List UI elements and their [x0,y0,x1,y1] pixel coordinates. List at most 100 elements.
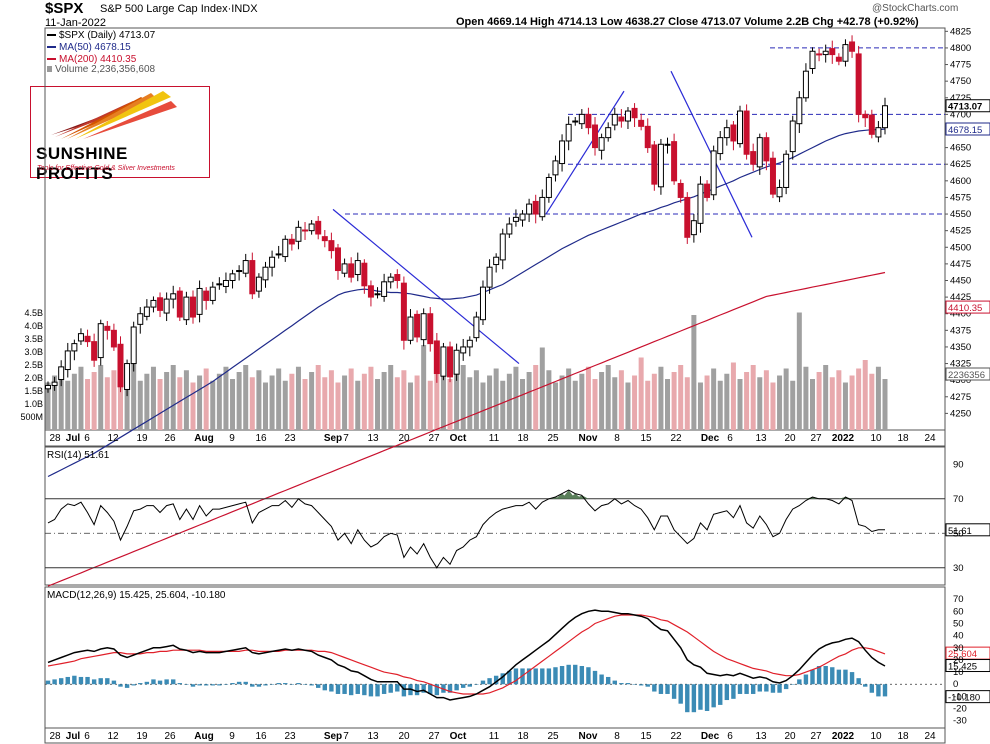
volume-bar [361,373,367,430]
macd-histogram-bar [724,684,730,701]
candle-body [723,127,730,139]
candle-body [526,203,533,215]
legend-ma50-label: MA(50) 4678.15 [59,42,131,53]
volume-bar [882,379,888,430]
macd-histogram-bar [559,666,565,685]
candle [196,280,203,323]
volume-value-label-box [945,367,990,381]
date-label: 6 [84,433,90,444]
macd-histogram-bar [718,684,723,705]
price-tick-label: 4425 [950,292,971,303]
volume-bar [65,380,71,430]
candle-body [809,50,816,70]
candle [130,321,137,372]
price-tick-label: 4350 [950,342,971,353]
candle-body [295,226,302,242]
volume-tick-label: 1.5B [24,386,43,396]
macd-histogram-bar [658,684,664,694]
date-label: 9 [229,731,235,742]
candle [97,319,104,366]
candle [321,229,328,248]
macd-tick-label: 20 [953,655,964,666]
candle-body [618,116,625,122]
macd-tick-label: 40 [953,631,964,642]
volume-bar [849,375,855,430]
legend-ma200-swatch [47,58,56,61]
date-label: 20 [784,433,796,444]
candle-body [414,313,421,338]
macd-histogram-bar [138,683,143,685]
support-resistance-lines [345,47,945,215]
candle [414,310,421,343]
date-label: Dec [701,433,720,444]
candle [334,243,341,280]
macd-histogram-bar [816,666,822,685]
macd-histogram-bar [731,684,736,699]
candle [611,107,618,131]
macd-histogram-bar [355,684,360,694]
close-label-box [945,99,990,113]
macd-histogram-bar [546,668,552,685]
volume-value-label: 2236356 [948,370,985,381]
candle-body [222,279,229,287]
volume-bar [836,370,842,430]
date-label: 6 [727,731,733,742]
candle [598,133,605,160]
candle-body [236,270,243,273]
candle-body [124,363,131,390]
rsi-value-label-box [945,523,990,537]
volume-bar [658,366,664,430]
macd-histogram-bar [480,680,486,685]
candle-body [730,124,737,142]
macd-histogram-bar [665,684,670,694]
volume-bar [480,382,486,430]
volume-bar [645,380,651,430]
volume-bar [810,379,816,430]
volume-bar [150,366,156,430]
macd-histogram-bar [454,684,459,691]
candle-body [816,53,823,56]
volume-bar [783,368,789,430]
candle-body [789,120,796,153]
date-label: 26 [164,731,176,742]
candle-body [479,286,486,321]
price-tick-label: 4725 [950,93,971,104]
candle [400,276,407,350]
candle-body [849,41,856,52]
volume-bar [717,380,723,430]
macd-histogram-bar [368,684,374,697]
macd-histogram-bar [757,684,762,692]
chart-date: 11-Jan-2022 [45,17,106,29]
date-label: 13 [755,731,767,742]
macd-histogram-bar [632,684,637,685]
candle [559,134,566,172]
volume-bar [612,377,618,430]
ma200-value-label: 4410.35 [948,303,982,314]
volume-bar [566,368,572,430]
volume-bar [875,366,881,430]
candle [137,307,144,334]
candle [671,133,678,185]
candle-body [45,384,51,390]
candle [565,116,572,151]
date-label: 16 [255,433,267,444]
candle [216,277,223,290]
candle [875,121,882,143]
candle [110,323,117,351]
macd-tick-label: -10 [953,691,967,702]
volume-bar [632,375,638,430]
date-label: 20 [398,433,410,444]
ma50-value-label: 4678.15 [948,125,982,136]
macd-histogram-bar [783,684,789,690]
date-label: 20 [398,731,410,742]
candle [440,342,447,381]
volume-bar [111,370,117,430]
candle-body [117,343,124,388]
macd-histogram-bar [876,684,881,697]
volume-bar [78,366,84,430]
volume-bar [342,375,348,430]
candle [868,109,875,139]
volume-bar [388,365,394,430]
candle-body [776,186,783,198]
price-tick-label: 4800 [950,43,971,54]
